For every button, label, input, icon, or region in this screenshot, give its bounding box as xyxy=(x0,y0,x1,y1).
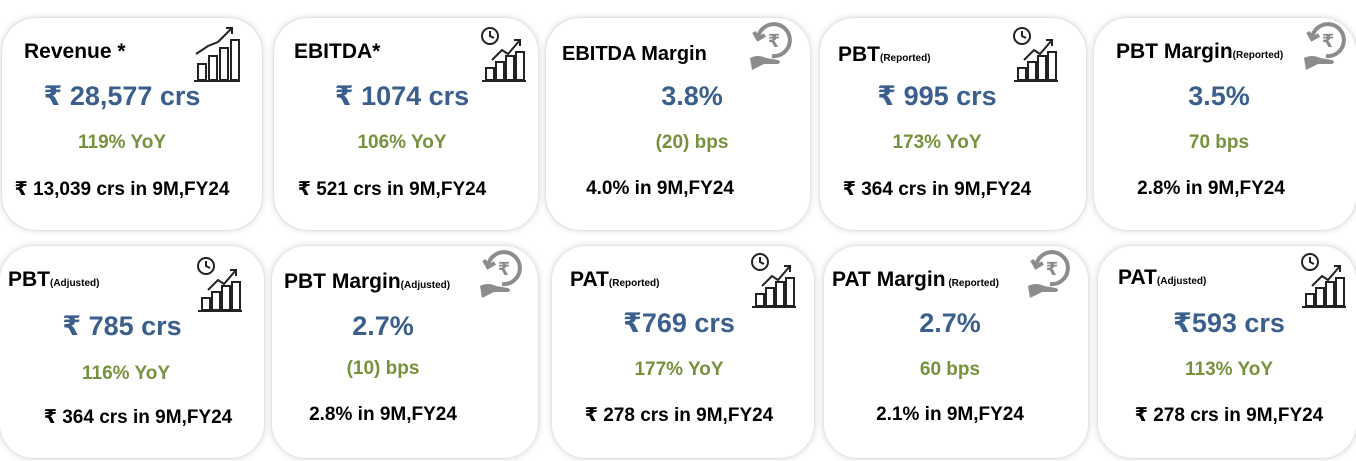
card-prior: ₹ 278 crs in 9M,FY24 xyxy=(1134,405,1324,426)
clock-growth-chart-icon xyxy=(478,24,526,82)
svg-text:₹: ₹ xyxy=(768,31,781,52)
card-title: PBT(Reported) xyxy=(838,43,931,66)
card-prior: 2.8% in 9M,FY24 xyxy=(309,404,457,425)
svg-text:₹: ₹ xyxy=(498,259,511,280)
card-title: PBT Margin(Adjusted) xyxy=(284,270,451,293)
clock-growth-chart-icon xyxy=(1010,24,1058,82)
card-value: 2.7% xyxy=(352,311,414,341)
clock-growth-chart-icon xyxy=(748,250,796,308)
card-change: 106% YoY xyxy=(357,132,447,153)
card-prior: ₹ 521 crs in 9M,FY24 xyxy=(297,179,487,200)
card-value: ₹ 1074 crs xyxy=(334,81,470,111)
card-prior: 2.1% in 9M,FY24 xyxy=(876,404,1024,425)
metric-card-pbt-margin-adjusted: PBT Margin(Adjusted) ₹ 2.7% (10) bps 2.8… xyxy=(272,246,538,458)
card-prior: ₹ 364 crs in 9M,FY24 xyxy=(43,407,233,428)
clock-growth-chart-icon xyxy=(194,254,242,312)
metric-card-ebitda-margin: EBITDA Margin ₹ 3.8% (20) bps 4.0% in 9M… xyxy=(546,18,810,230)
card-change: (10) bps xyxy=(346,358,420,379)
metric-card-revenue: Revenue * ₹ 28,577 crs 119% YoY ₹ 13,039… xyxy=(2,18,262,230)
card-value: ₹ 785 crs xyxy=(62,311,182,341)
card-value: ₹593 crs xyxy=(1173,308,1285,338)
card-prior: 4.0% in 9M,FY24 xyxy=(586,178,734,199)
card-change: 70 bps xyxy=(1188,132,1250,153)
card-title: PBT Margin(Reported) xyxy=(1116,40,1284,63)
card-change: (20) bps xyxy=(655,132,729,153)
metric-card-pat-adjusted: PAT(Adjusted) ₹593 crs 113% YoY ₹ 278 cr… xyxy=(1098,246,1356,458)
card-value: 3.8% xyxy=(661,81,723,111)
rupee-hand-icon: ₹ xyxy=(748,14,796,72)
metric-card-pbt-margin-reported: PBT Margin(Reported) ₹ 3.5% 70 bps 2.8% … xyxy=(1094,18,1356,230)
card-title: PAT(Reported) xyxy=(570,268,660,291)
card-value: 3.5% xyxy=(1188,81,1250,111)
card-change: 60 bps xyxy=(919,359,981,380)
card-title: PAT(Adjusted) xyxy=(1118,266,1207,289)
metric-card-pbt-adjusted: PBT(Adjusted) ₹ 785 crs 116% YoY ₹ 364 c… xyxy=(0,246,264,458)
clock-growth-chart-icon xyxy=(1298,250,1346,308)
card-value: ₹769 crs xyxy=(623,308,735,338)
metric-card-pat-reported: PAT(Reported) ₹769 crs 177% YoY ₹ 278 cr… xyxy=(552,246,814,458)
card-change: 173% YoY xyxy=(892,132,982,153)
rupee-hand-icon: ₹ xyxy=(1302,14,1350,72)
card-title: Revenue * xyxy=(24,40,126,63)
bar-chart-growth-icon xyxy=(192,24,240,82)
card-change: 177% YoY xyxy=(634,359,724,380)
card-prior: ₹ 13,039 crs in 9M,FY24 xyxy=(14,179,230,200)
card-prior: ₹ 364 crs in 9M,FY24 xyxy=(842,179,1032,200)
card-title: PBT(Adjusted) xyxy=(8,268,100,291)
svg-text:₹: ₹ xyxy=(1322,31,1335,52)
rupee-hand-icon: ₹ xyxy=(478,242,526,300)
metric-card-ebitda: EBITDA* ₹ 1074 crs 106% YoY ₹ 521 crs in… xyxy=(274,18,538,230)
card-prior: ₹ 278 crs in 9M,FY24 xyxy=(584,405,774,426)
card-value: ₹ 28,577 crs xyxy=(43,81,201,111)
rupee-hand-icon: ₹ xyxy=(1026,242,1074,300)
metric-card-pat-margin-reported: PAT Margin (Reported) ₹ 2.7% 60 bps 2.1%… xyxy=(824,246,1088,458)
card-change: 119% YoY xyxy=(77,132,167,153)
card-prior: 2.8% in 9M,FY24 xyxy=(1137,178,1285,199)
card-title: EBITDA Margin xyxy=(562,43,707,65)
card-title: PAT Margin (Reported) xyxy=(832,268,999,291)
card-change: 113% YoY xyxy=(1184,359,1274,380)
card-value: 2.7% xyxy=(919,308,981,338)
card-change: 116% YoY xyxy=(81,363,171,384)
card-title: EBITDA* xyxy=(294,40,381,63)
svg-text:₹: ₹ xyxy=(1046,259,1059,280)
metric-card-pbt-reported: PBT(Reported) ₹ 995 crs 173% YoY ₹ 364 c… xyxy=(820,18,1086,230)
card-value: ₹ 995 crs xyxy=(877,81,997,111)
